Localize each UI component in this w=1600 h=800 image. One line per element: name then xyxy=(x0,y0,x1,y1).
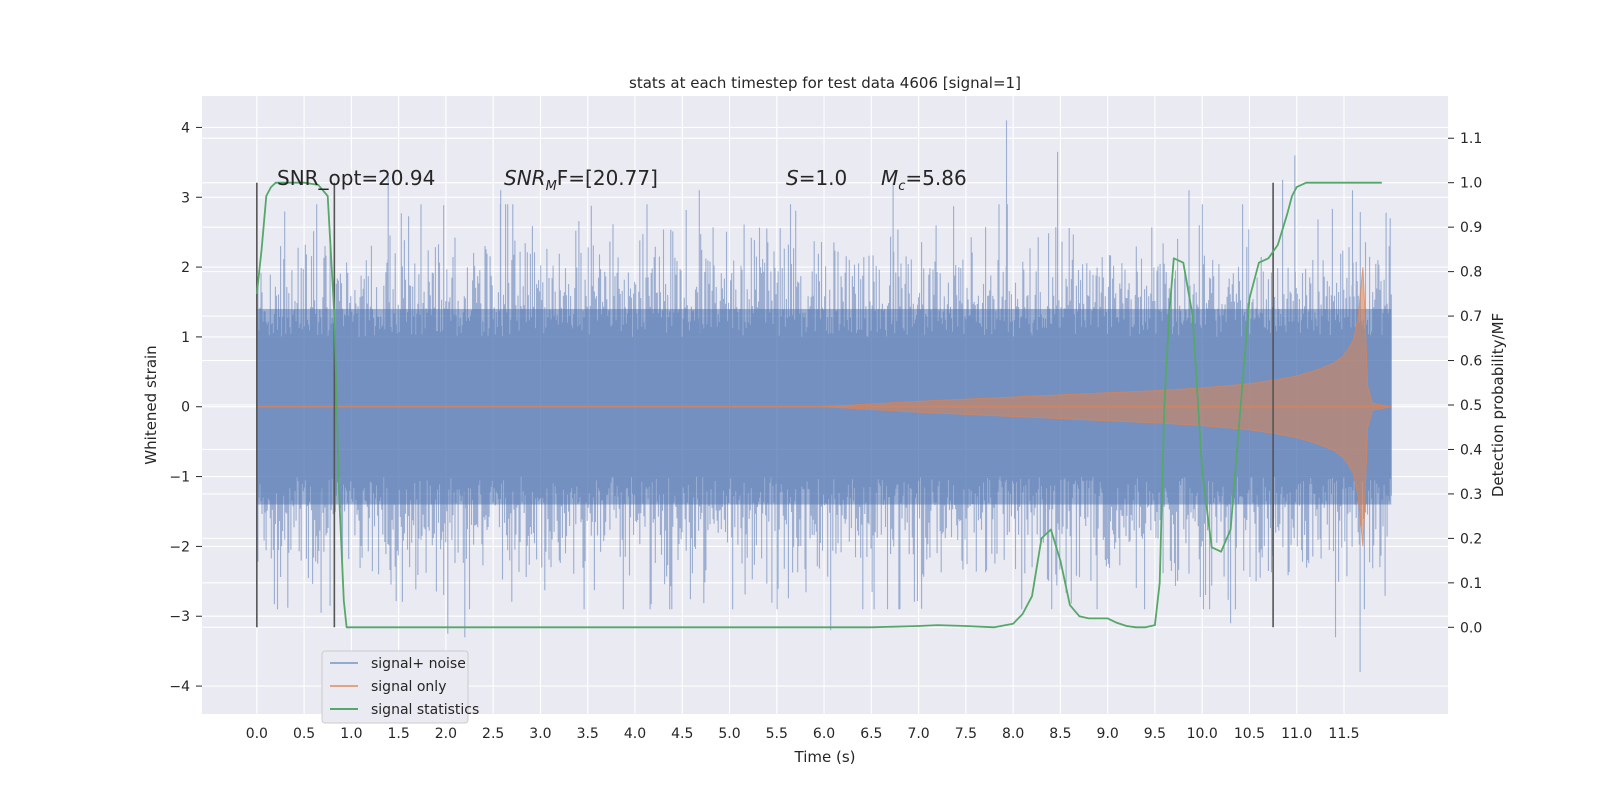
x-tick-label: 8.0 xyxy=(1002,726,1024,742)
y-right-tick-label: 1.0 xyxy=(1460,176,1482,192)
legend-label-signal-only: signal only xyxy=(371,679,446,695)
annotation-s-symbol: S xyxy=(786,166,799,190)
y-left-tick-label: −1 xyxy=(169,470,190,486)
y-axis-left-label: Whitened strain xyxy=(142,345,160,464)
y-left-tick-label: 1 xyxy=(181,330,190,346)
axis-ticks: 0.0 0.5 1.0 1.5 2.0 2.5 3.0 3.5 4.0 4.5 5.0 5.5 6.0 6… xyxy=(169,120,1482,742)
x-tick-label: 3.0 xyxy=(529,726,551,742)
x-axis-label: Time (s) xyxy=(794,748,856,766)
x-tick-label: 3.5 xyxy=(577,726,599,742)
y-right-tick-label: 0.1 xyxy=(1460,576,1482,592)
x-tick-label: 10.0 xyxy=(1187,726,1218,742)
x-tick-label: 2.5 xyxy=(482,726,504,742)
marker-lines xyxy=(256,182,1274,628)
x-tick-label: 7.5 xyxy=(955,726,977,742)
y-left-tick-label: −2 xyxy=(169,539,190,555)
y-right-tick-label: 1.1 xyxy=(1460,131,1482,147)
x-tick-label: 1.0 xyxy=(340,726,362,742)
x-tick-label: 2.0 xyxy=(435,726,457,742)
y-right-tick-label: 0.5 xyxy=(1460,398,1482,414)
x-tick-label: 9.5 xyxy=(1144,726,1166,742)
x-tick-label: 4.5 xyxy=(671,726,693,742)
x-tick-label: 5.5 xyxy=(766,726,788,742)
y-right-tick-label: 0.3 xyxy=(1460,487,1482,503)
statistics-line xyxy=(255,181,1382,629)
annotation-mc-symbol: M xyxy=(881,166,898,190)
y-right-tick-label: 0.8 xyxy=(1460,265,1482,281)
legend-box xyxy=(321,650,469,724)
y-left-tick-label: −3 xyxy=(169,609,190,625)
x-tick-label: 10.5 xyxy=(1234,726,1265,742)
y-axis-right-label: Detection probability/MF xyxy=(1489,313,1507,497)
x-tick-label: 6.5 xyxy=(860,726,882,742)
annotation-mc-sub: c xyxy=(898,179,905,194)
x-tick-label: 1.5 xyxy=(388,726,410,742)
y-right-tick-label: 0.7 xyxy=(1460,309,1482,325)
y-right-tick-label: 0.0 xyxy=(1460,620,1482,636)
x-tick-label: 11.5 xyxy=(1328,726,1359,742)
annotation-snr-mf-sub: M xyxy=(546,179,557,194)
annotation-snr-mf: SNRMF=[20.77] xyxy=(504,166,658,194)
x-tick-label: 0.0 xyxy=(246,726,268,742)
legend-label-signal-noise: signal+ noise xyxy=(371,656,466,672)
x-tick-label: 7.0 xyxy=(907,726,929,742)
annotation-s-value: =1.0 xyxy=(799,166,848,190)
y-left-tick-label: 4 xyxy=(181,120,190,136)
annotation-s: S=1.0 xyxy=(786,166,847,190)
annotation-snr-opt: SNR_opt=20.94 xyxy=(277,166,435,190)
y-right-tick-label: 0.6 xyxy=(1460,354,1482,370)
y-left-tick-label: 2 xyxy=(181,260,190,276)
y-left-tick-label: 0 xyxy=(181,400,190,416)
x-tick-label: 6.0 xyxy=(813,726,835,742)
x-tick-label: 4.0 xyxy=(624,726,646,742)
x-tick-label: 5.0 xyxy=(718,726,740,742)
series-signal-statistics xyxy=(255,181,1382,629)
x-tick-label: 0.5 xyxy=(293,726,315,742)
y-left-tick-label: 3 xyxy=(181,190,190,206)
y-right-tick-label: 0.2 xyxy=(1460,531,1482,547)
y-right-tick-label: 0.9 xyxy=(1460,220,1482,236)
annotation-snr-mf-main: SNR xyxy=(504,166,546,190)
legend: signal+ noise signal only signal statist… xyxy=(321,650,479,724)
y-right-tick-label: 0.4 xyxy=(1460,442,1482,458)
legend-label-signal-statistics: signal statistics xyxy=(371,702,479,718)
x-tick-label: 11.0 xyxy=(1281,726,1312,742)
annotation-snr-mf-rest: F=[20.77] xyxy=(557,166,658,190)
annotation-mc-value: =5.86 xyxy=(905,166,966,190)
x-tick-label: 8.5 xyxy=(1049,726,1071,742)
chart-title: stats at each timestep for test data 460… xyxy=(629,74,1021,92)
x-tick-label: 9.0 xyxy=(1097,726,1119,742)
y-left-tick-label: −4 xyxy=(169,679,190,695)
annotation-mc: Mc=5.86 xyxy=(881,166,967,194)
